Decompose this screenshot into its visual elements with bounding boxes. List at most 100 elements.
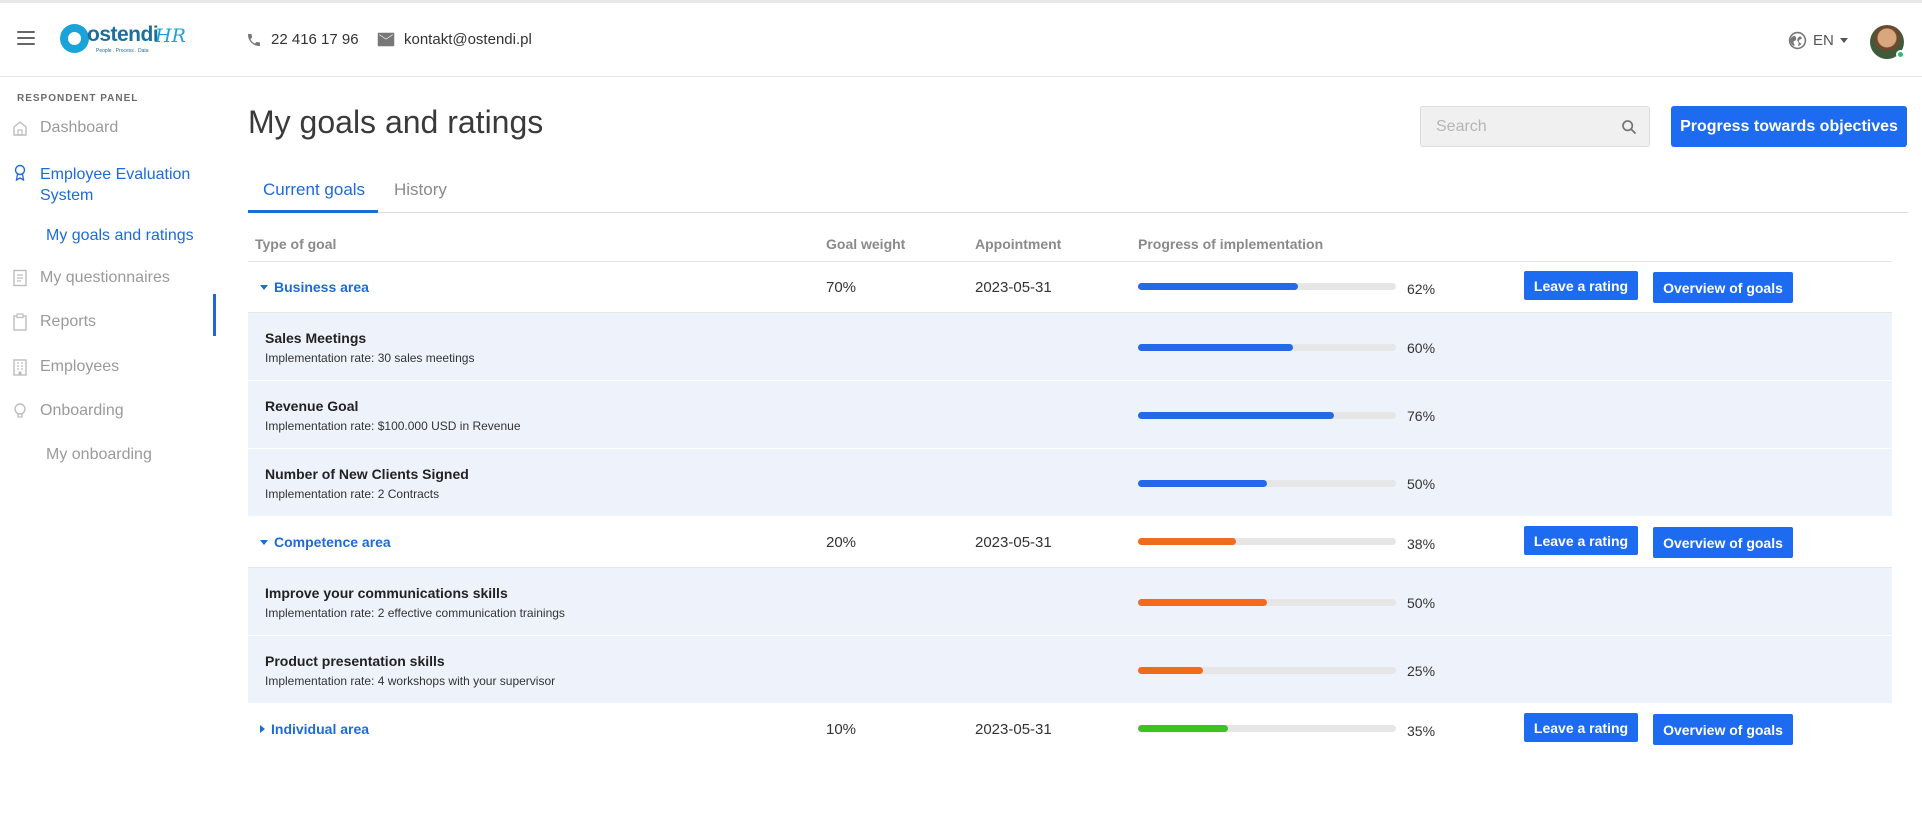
leave-a-rating-button[interactable]: Leave a rating bbox=[1524, 713, 1638, 742]
page-title: My goals and ratings bbox=[248, 104, 544, 140]
language-code: EN bbox=[1813, 32, 1834, 49]
overview-of-goals-button[interactable]: Overview of goals bbox=[1653, 272, 1793, 303]
goal-title: Number of New Clients Signed bbox=[265, 466, 469, 482]
sidebar-item-my-goals-and-ratings[interactable]: My goals and ratings bbox=[46, 227, 194, 244]
progress-fill bbox=[1138, 283, 1298, 290]
progress-fill bbox=[1138, 667, 1203, 674]
group-weight: 10% bbox=[826, 721, 857, 738]
goal-title: Product presentation skills bbox=[265, 653, 445, 669]
ostendi-hr-logo[interactable]: ostendi HR People . Process . Data bbox=[60, 22, 186, 58]
email-address: kontakt@ostendi.pl bbox=[404, 31, 532, 48]
award-icon bbox=[14, 164, 26, 182]
goal-group-row: Business area 70% 2023-05-31 62% Leave a… bbox=[248, 262, 1892, 313]
user-avatar[interactable] bbox=[1870, 25, 1905, 59]
search-box bbox=[1420, 106, 1650, 147]
progress-percent: 38% bbox=[1407, 536, 1436, 552]
progress-bar bbox=[1138, 480, 1396, 487]
sidebar-item-reports[interactable]: Reports bbox=[12, 313, 96, 331]
goal-description: Implementation rate: 4 workshops with yo… bbox=[265, 674, 556, 688]
leave-a-rating-button[interactable]: Leave a rating bbox=[1524, 526, 1638, 555]
menu-icon[interactable] bbox=[17, 31, 35, 45]
sidebar-item-dashboard[interactable]: Dashboard bbox=[12, 119, 118, 137]
progress-bar bbox=[1138, 283, 1396, 290]
sidebar-item-label: Employee Evaluation System bbox=[40, 166, 191, 204]
goal-description: Implementation rate: 2 Contracts bbox=[265, 487, 440, 501]
progress-percent: 50% bbox=[1407, 595, 1436, 611]
sidebar-item-label: Employees bbox=[40, 358, 120, 375]
sidebar-item-label: Dashboard bbox=[40, 119, 119, 136]
progress-percent: 25% bbox=[1407, 663, 1436, 679]
leave-a-rating-button[interactable]: Leave a rating bbox=[1524, 271, 1638, 300]
overview-of-goals-button[interactable]: Overview of goals bbox=[1653, 714, 1793, 745]
progress-percent: 60% bbox=[1407, 340, 1436, 356]
goal-description: Implementation rate: 30 sales meetings bbox=[265, 351, 475, 365]
progress-fill bbox=[1138, 480, 1267, 487]
progress-bar bbox=[1138, 667, 1396, 674]
progress-fill bbox=[1138, 538, 1237, 545]
home-icon bbox=[13, 121, 27, 136]
sidebar-item-employee-evaluation[interactable]: Employee Evaluation System bbox=[12, 164, 202, 206]
group-toggle[interactable]: Individual area bbox=[260, 721, 369, 737]
search-input[interactable] bbox=[1421, 107, 1621, 146]
app-header: ostendi HR People . Process . Data 22 41… bbox=[0, 3, 1922, 77]
goal-group-row: Individual area 10% 2023-05-31 35% Leave… bbox=[248, 704, 1892, 755]
sidebar-item-onboarding[interactable]: Onboarding bbox=[12, 402, 124, 420]
sidebar: RESPONDENT PANEL Dashboard Employee Eval… bbox=[0, 78, 216, 822]
online-status-dot bbox=[1896, 50, 1905, 59]
group-date: 2023-05-31 bbox=[975, 721, 1052, 738]
goal-description: Implementation rate: 2 effective communi… bbox=[265, 606, 565, 620]
progress-percent: 35% bbox=[1407, 723, 1436, 739]
sidebar-item-employees[interactable]: Employees bbox=[12, 358, 119, 376]
sidebar-item-label: Onboarding bbox=[40, 402, 124, 419]
goal-title: Improve your communications skills bbox=[265, 585, 508, 601]
progress-fill bbox=[1138, 412, 1335, 419]
clipboard-icon bbox=[13, 313, 27, 331]
sidebar-item-label: Reports bbox=[40, 313, 97, 330]
column-header-appointment: Appointment bbox=[975, 236, 1062, 252]
overview-of-goals-button[interactable]: Overview of goals bbox=[1653, 527, 1793, 558]
group-toggle[interactable]: Business area bbox=[260, 279, 369, 295]
phone-contact[interactable]: 22 416 17 96 bbox=[246, 31, 359, 48]
sidebar-item-my-questionnaires[interactable]: My questionnaires bbox=[12, 269, 170, 287]
progress-bar bbox=[1138, 538, 1396, 545]
building-icon bbox=[13, 359, 27, 376]
caret-right-icon bbox=[260, 725, 265, 733]
globe-icon bbox=[1788, 31, 1807, 50]
progress-fill bbox=[1138, 599, 1267, 606]
email-contact[interactable]: kontakt@ostendi.pl bbox=[377, 31, 532, 48]
search-icon[interactable] bbox=[1621, 119, 1637, 135]
goal-title: Sales Meetings bbox=[265, 330, 367, 346]
progress-percent: 62% bbox=[1407, 281, 1436, 297]
group-weight: 70% bbox=[826, 279, 857, 296]
column-header-weight: Goal weight bbox=[826, 236, 906, 252]
active-tab-underline bbox=[248, 210, 378, 213]
group-name: Competence area bbox=[274, 534, 391, 550]
top-border bbox=[0, 0, 1922, 3]
group-date: 2023-05-31 bbox=[975, 534, 1052, 551]
goal-row: Revenue Goal Implementation rate: $100.0… bbox=[248, 381, 1892, 449]
sidebar-item-label: My questionnaires bbox=[40, 269, 170, 286]
sidebar-active-indicator bbox=[213, 294, 216, 336]
column-header-type: Type of goal bbox=[255, 236, 337, 252]
phone-number: 22 416 17 96 bbox=[271, 31, 359, 48]
chevron-down-icon bbox=[1839, 38, 1848, 43]
progress-bar bbox=[1138, 599, 1396, 606]
caret-down-icon bbox=[260, 539, 268, 545]
goal-row: Number of New Clients Signed Implementat… bbox=[248, 449, 1892, 517]
group-toggle[interactable]: Competence area bbox=[260, 534, 391, 550]
goal-row: Improve your communications skills Imple… bbox=[248, 568, 1892, 636]
progress-towards-objectives-button[interactable]: Progress towards objectives bbox=[1671, 106, 1907, 147]
phone-icon bbox=[248, 33, 260, 46]
sidebar-item-my-onboarding[interactable]: My onboarding bbox=[46, 446, 152, 463]
sidebar-heading: RESPONDENT PANEL bbox=[17, 93, 139, 104]
logo-text: ostendi bbox=[87, 23, 159, 46]
language-selector[interactable]: EN bbox=[1788, 31, 1848, 50]
tab-current-goals[interactable]: Current goals bbox=[263, 180, 366, 199]
goal-description: Implementation rate: $100.000 USD in Rev… bbox=[265, 419, 521, 433]
lightbulb-icon bbox=[14, 403, 26, 418]
progress-fill bbox=[1138, 344, 1293, 351]
goal-tabs: Current goals History bbox=[248, 170, 1908, 213]
tab-history[interactable]: History bbox=[394, 180, 447, 199]
goal-row: Sales Meetings Implementation rate: 30 s… bbox=[248, 313, 1892, 381]
mail-icon bbox=[377, 32, 395, 47]
